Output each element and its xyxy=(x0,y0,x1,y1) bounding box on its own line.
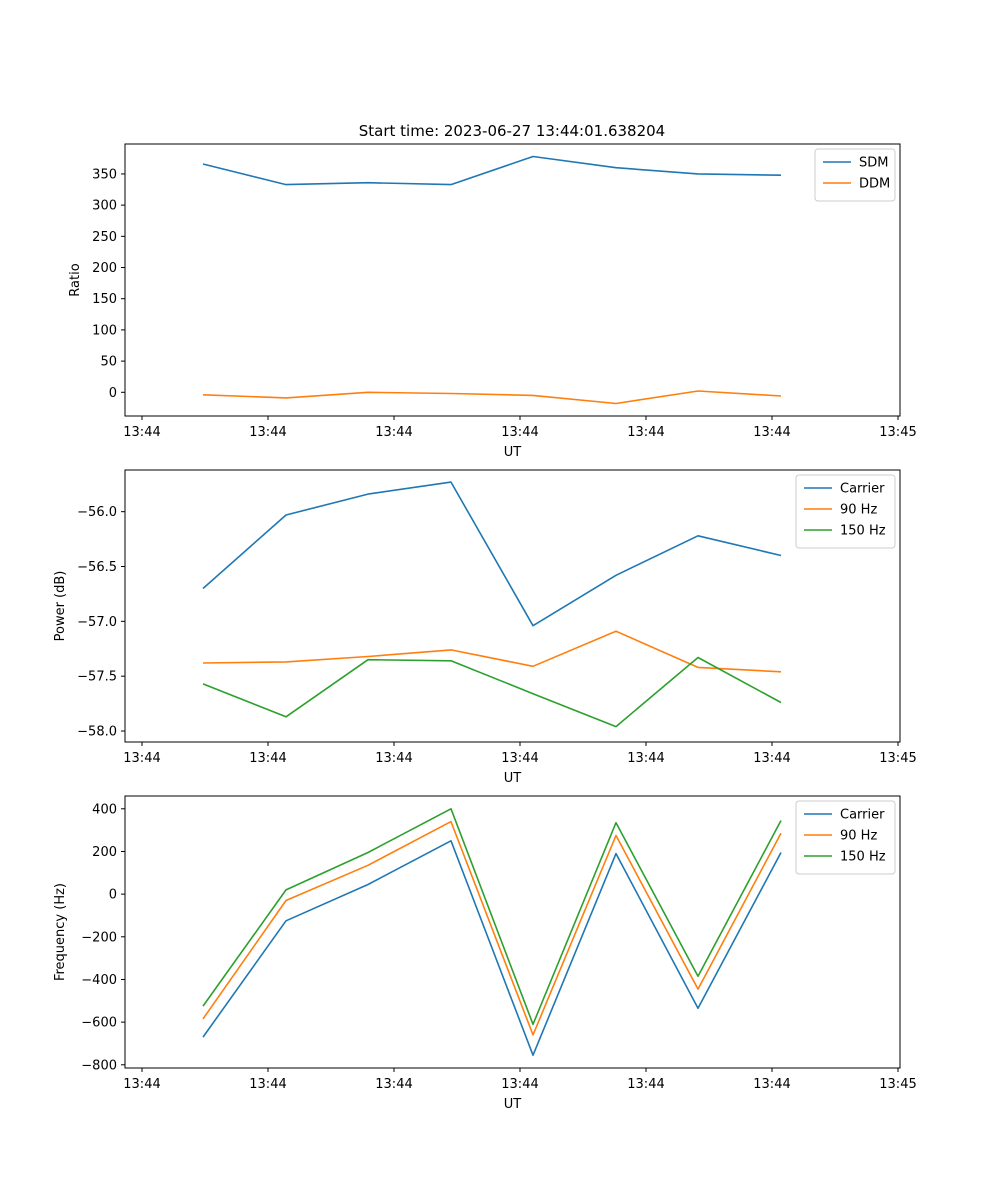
x-tick-label: 13:44 xyxy=(627,425,664,440)
y-tick-label: −200 xyxy=(81,930,117,945)
x-tick-label: 13:44 xyxy=(249,425,286,440)
x-tick-label: 13:44 xyxy=(249,751,286,766)
figure-title: Start time: 2023-06-27 13:44:01.638204 xyxy=(359,122,665,140)
legend-entry: SDM xyxy=(859,156,888,171)
y-tick-label: −58.0 xyxy=(77,725,117,740)
y-tick-label: 200 xyxy=(92,845,117,860)
y-tick-label: 300 xyxy=(92,199,117,214)
x-tick-label: 13:44 xyxy=(375,1077,412,1092)
axes-frame xyxy=(124,143,901,417)
y-tick-label: −800 xyxy=(81,1058,117,1073)
y-axis-label: Power (dB) xyxy=(53,571,68,642)
x-tick-label: 13:45 xyxy=(879,1077,916,1092)
y-tick-label: 400 xyxy=(92,802,117,817)
axes-frame xyxy=(124,795,901,1069)
power-panel: 13:44 13:44 13:44 13:44 13:44 13:44 13:45 −58.0… xyxy=(53,469,917,786)
y-axis-label: Frequency (Hz) xyxy=(53,883,68,981)
y-tick-label: 100 xyxy=(92,323,117,338)
frequency-panel: 13:44 13:44 13:44 13:44 13:44 13:44 13:45 −800 −… xyxy=(53,795,917,1112)
y-axis-label: Ratio xyxy=(68,263,83,296)
x-tick-label: 13:44 xyxy=(123,1077,160,1092)
x-axis-label: UT xyxy=(504,445,522,460)
y-tick-label: 50 xyxy=(100,355,117,370)
y-tick-label: 0 xyxy=(109,888,117,903)
series-line-ddm xyxy=(202,390,782,405)
x-tick-label: 13:44 xyxy=(123,425,160,440)
x-axis-label: UT xyxy=(504,1097,522,1112)
x-tick-label: 13:44 xyxy=(753,751,790,766)
x-tick-label: 13:45 xyxy=(879,751,916,766)
x-tick-label: 13:44 xyxy=(501,1077,538,1092)
y-tick-label: −56.0 xyxy=(77,505,117,520)
y-tick-label: −56.5 xyxy=(77,560,117,575)
y-tick-label: 150 xyxy=(92,292,117,307)
legend-entry: 150 Hz xyxy=(840,524,886,539)
x-tick-label: 13:44 xyxy=(501,425,538,440)
x-tick-label: 13:44 xyxy=(627,751,664,766)
axes-frame xyxy=(124,469,901,743)
series-line-150-hz xyxy=(202,807,782,1026)
legend-entry: DDM xyxy=(859,177,890,192)
series-line-sdm xyxy=(202,155,782,186)
legend-entry: Carrier xyxy=(840,482,885,497)
y-tick-label: 250 xyxy=(92,230,117,245)
series-line-carrier xyxy=(202,839,782,1056)
legend-entry: 90 Hz xyxy=(840,829,877,844)
legend: Carrier 90 Hz 150 Hz xyxy=(795,474,896,549)
x-tick-label: 13:44 xyxy=(753,425,790,440)
x-tick-label: 13:45 xyxy=(879,425,916,440)
y-tick-label: 200 xyxy=(92,261,117,276)
y-tick-label: −600 xyxy=(81,1016,117,1031)
y-tick-label: 350 xyxy=(92,167,117,182)
x-tick-label: 13:44 xyxy=(753,1077,790,1092)
series-line-150-hz xyxy=(202,656,782,728)
series-line-carrier xyxy=(202,481,782,627)
series-line-90-hz xyxy=(202,820,782,1036)
x-tick-label: 13:44 xyxy=(375,425,412,440)
legend: SDM DDM xyxy=(814,148,896,202)
x-tick-label: 13:44 xyxy=(501,751,538,766)
legend-entry: Carrier xyxy=(840,808,885,823)
ratio-panel: 13:44 13:44 13:44 13:44 13:44 13:44 13:45 0 50 10… xyxy=(68,143,917,460)
x-tick-label: 13:44 xyxy=(123,751,160,766)
legend-entry: 150 Hz xyxy=(840,850,886,865)
x-axis-label: UT xyxy=(504,771,522,786)
x-tick-label: 13:44 xyxy=(375,751,412,766)
series-line-90-hz xyxy=(202,630,782,673)
legend-entry: 90 Hz xyxy=(840,503,877,518)
x-tick-label: 13:44 xyxy=(627,1077,664,1092)
x-tick-label: 13:44 xyxy=(249,1077,286,1092)
y-tick-label: −57.0 xyxy=(77,615,117,630)
y-tick-label: 0 xyxy=(109,386,117,401)
legend: Carrier 90 Hz 150 Hz xyxy=(795,800,896,875)
y-tick-label: −57.5 xyxy=(77,670,117,685)
y-tick-label: −400 xyxy=(81,973,117,988)
